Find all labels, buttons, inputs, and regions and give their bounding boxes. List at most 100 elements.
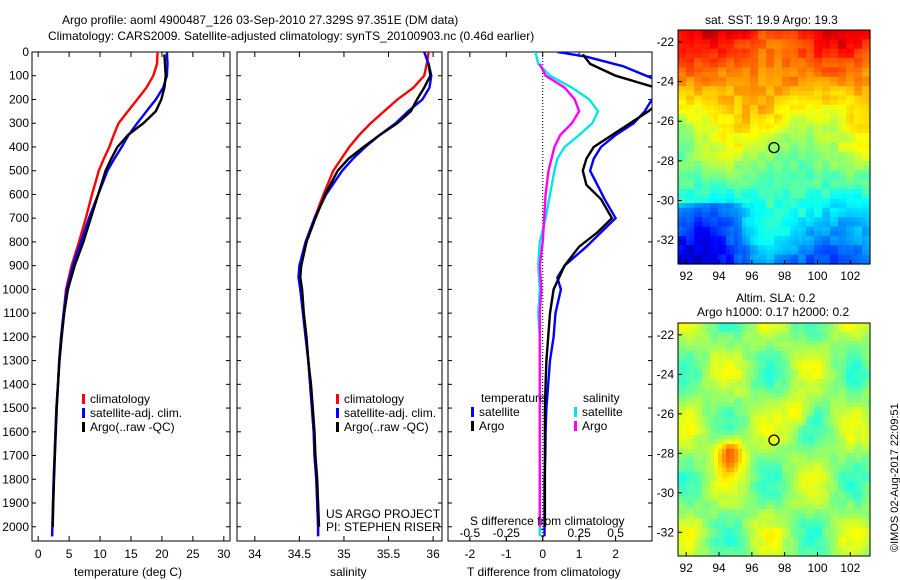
map-cell	[762, 104, 767, 111]
series-line	[299, 63, 432, 527]
map-cell	[758, 402, 763, 408]
map-cell	[758, 217, 763, 223]
map-cell	[718, 430, 723, 436]
map-cell	[790, 481, 795, 487]
map-cell	[850, 72, 855, 78]
map-cell	[778, 198, 783, 204]
map-cell	[794, 231, 799, 237]
map-cell	[686, 226, 691, 232]
map-cell	[718, 53, 723, 59]
map-cell	[702, 226, 707, 232]
map-cell	[818, 416, 823, 422]
map-cell	[682, 137, 687, 143]
map-cell	[786, 44, 791, 50]
map-cell	[798, 364, 803, 371]
map-cell	[726, 411, 731, 417]
map-cell	[866, 34, 871, 40]
map-cell	[830, 472, 835, 478]
map-cell	[862, 118, 867, 125]
map-cell	[746, 142, 751, 148]
map-cell	[734, 327, 739, 333]
map-cell	[722, 406, 727, 413]
map-cell	[694, 254, 699, 260]
map-y-tick-label: -22	[657, 35, 675, 49]
map-cell	[794, 374, 799, 380]
map-cell	[686, 189, 691, 195]
map-cell	[774, 523, 779, 529]
map-cell	[862, 523, 867, 529]
map-cell	[710, 44, 715, 50]
map-cell	[738, 240, 743, 246]
map-cell	[702, 528, 707, 534]
map-cell	[834, 156, 839, 162]
map-cell	[722, 336, 727, 343]
map-cell	[846, 240, 851, 246]
map-cell	[790, 383, 795, 389]
map-cell	[710, 95, 715, 101]
map-cell	[850, 542, 855, 548]
map-cell	[858, 486, 863, 492]
map-cell	[714, 472, 719, 478]
map-cell	[694, 147, 699, 153]
map-cell	[742, 118, 747, 125]
map-cell	[694, 235, 699, 242]
map-cell	[698, 439, 703, 445]
map-cell	[718, 207, 723, 214]
map-cell	[866, 217, 871, 223]
map-cell	[738, 156, 743, 162]
map-cell	[774, 76, 779, 83]
map-cell	[750, 514, 755, 520]
map-cell	[806, 81, 811, 87]
map-cell	[814, 462, 819, 469]
map-cell	[754, 62, 759, 69]
map-cell	[698, 104, 703, 111]
map-cell	[750, 62, 755, 69]
map-cell	[782, 118, 787, 125]
map-cell	[742, 472, 747, 478]
map-cell	[862, 30, 867, 36]
map-cell	[750, 39, 755, 45]
map-cell	[778, 226, 783, 232]
map-cell	[742, 416, 747, 422]
map-cell	[862, 402, 867, 408]
map-cell	[718, 30, 723, 36]
map-cell	[682, 67, 687, 73]
map-cell	[786, 198, 791, 204]
map-cell	[714, 416, 719, 422]
map-cell	[806, 193, 811, 200]
map-cell	[814, 434, 819, 441]
map-cell	[822, 249, 827, 256]
map-cell	[750, 486, 755, 492]
map-cell	[714, 542, 719, 548]
map-cell	[750, 332, 755, 338]
map-cell	[774, 327, 779, 333]
map-cell	[726, 327, 731, 333]
map-cell	[794, 346, 799, 352]
map-cell	[850, 161, 855, 167]
map-cell	[802, 86, 807, 92]
map-cell	[702, 123, 707, 129]
map-cell	[806, 198, 811, 204]
map-cell	[810, 259, 815, 265]
map-cell	[750, 346, 755, 352]
map-cell	[782, 462, 787, 469]
map-cell	[786, 500, 791, 506]
map-cell	[706, 259, 711, 265]
map-cell	[762, 514, 767, 520]
map-cell	[690, 123, 695, 129]
s-tick-label: -0.25	[493, 526, 521, 540]
map-cell	[750, 203, 755, 209]
map-cell	[714, 207, 719, 214]
map-cell	[678, 151, 683, 157]
map-cell	[746, 259, 751, 265]
map-cell	[754, 378, 759, 385]
map-cell	[698, 378, 703, 385]
map-cell	[810, 118, 815, 125]
map-cell	[850, 388, 855, 394]
map-cell	[830, 332, 835, 338]
map-cell	[766, 388, 771, 394]
map-cell	[770, 490, 775, 497]
map-cell	[770, 444, 775, 450]
map-cell	[842, 402, 847, 408]
map-cell	[770, 350, 775, 357]
